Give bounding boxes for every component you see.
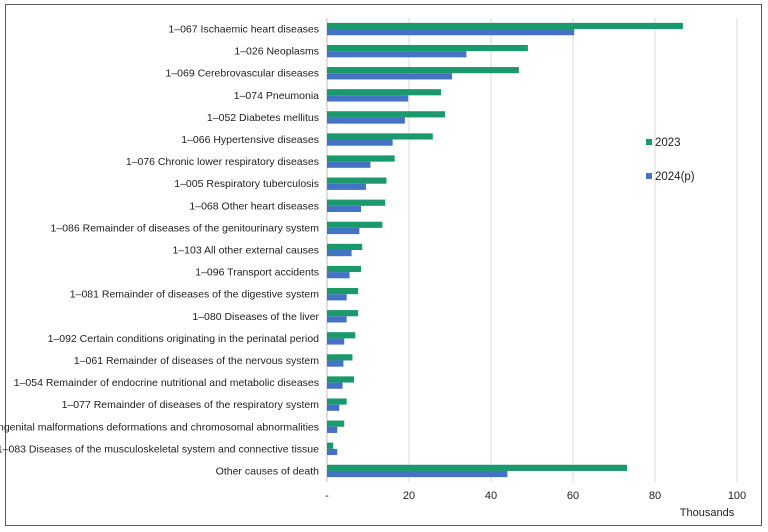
- bar-2024(p)-14: [327, 338, 345, 345]
- bar-2023-11: [327, 265, 362, 273]
- bar-2023-16: [327, 376, 355, 383]
- bar-2023-8: [327, 199, 386, 206]
- x-tick-labels: - 20 40 60 80 100: [325, 490, 746, 502]
- bar-2023-13: [327, 310, 359, 317]
- category-label-0: 1–067 Ischaemic heart diseases: [168, 24, 319, 36]
- bar-2024(p)-7: [327, 183, 366, 190]
- bar-2023-3: [327, 89, 441, 96]
- category-label-2: 1–069 Cerebrovascular diseases: [165, 68, 319, 80]
- category-label-6: 1–076 Chronic lower respiratory diseases: [126, 156, 319, 168]
- bar-2023-15: [327, 354, 353, 361]
- bar-2023-5: [327, 133, 433, 140]
- bar-2023-18: [327, 420, 345, 427]
- category-label-17: 1–077 Remainder of diseases of the respi…: [62, 399, 320, 411]
- category-label-18: 1–093 Congenital malformations deformati…: [0, 421, 319, 433]
- bar-2024(p)-9: [327, 227, 360, 235]
- category-label-14: 1–092 Certain conditions originating in …: [48, 333, 320, 345]
- bar-2024(p)-18: [327, 426, 338, 433]
- category-label-9: 1–086 Remainder of diseases of the genit…: [51, 222, 320, 234]
- bar-2024(p)-11: [327, 272, 350, 279]
- bars: [327, 22, 683, 478]
- bar-2024(p)-17: [327, 404, 340, 411]
- category-label-15: 1–061 Remainder of diseases of the nervo…: [74, 355, 319, 367]
- category-label-13: 1–080 Diseases of the liver: [192, 311, 319, 323]
- bar-2023-9: [327, 221, 383, 228]
- bar-2024(p)-15: [327, 360, 344, 367]
- x-tick-label-40: 40: [485, 490, 497, 502]
- legend-label-2024(p): 2024(p): [655, 171, 695, 183]
- category-label-7: 1–005 Respiratory tuberculosis: [174, 178, 319, 190]
- x-tick-label-100: 100: [728, 490, 746, 502]
- category-label-8: 1–068 Other heart diseases: [189, 200, 319, 212]
- x-tick-label-80: 80: [649, 490, 661, 502]
- category-label-12: 1–081 Remainder of diseases of the diges…: [70, 289, 319, 301]
- bar-2024(p)-19: [327, 448, 338, 456]
- category-labels: 1–067 Ischaemic heart diseases 1–026 Neop…: [0, 24, 320, 478]
- bar-2023-0: [327, 22, 683, 30]
- bar-2024(p)-10: [327, 250, 352, 257]
- bar-2024(p)-3: [327, 95, 409, 102]
- category-label-16: 1–054 Remainder of endocrine nutritional…: [14, 377, 319, 389]
- bar-2024(p)-6: [327, 161, 371, 168]
- legend: 2023 2024(p): [646, 137, 695, 183]
- gridlines: [326, 18, 738, 482]
- bar-2023-6: [327, 155, 395, 162]
- category-label-20: Other causes of death: [216, 465, 319, 477]
- bar-2024(p)-8: [327, 205, 362, 213]
- category-label-3: 1–074 Pneumonia: [234, 90, 319, 102]
- bar-2023-17: [327, 398, 347, 405]
- bar-2023-2: [327, 67, 519, 74]
- bar-2023-10: [327, 243, 363, 250]
- category-label-4: 1–052 Diabetes mellitus: [207, 112, 319, 124]
- category-label-11: 1–096 Transport accidents: [195, 267, 319, 279]
- legend-label-2023: 2023: [655, 137, 681, 149]
- bar-2023-4: [327, 111, 446, 118]
- x-tick-label-20: 20: [403, 490, 415, 502]
- x-axis-label: Thousands: [680, 507, 735, 519]
- category-label-1: 1–026 Neoplasms: [234, 46, 319, 58]
- bar-2024(p)-12: [327, 294, 347, 301]
- bar-2024(p)-13: [327, 316, 347, 323]
- bar-2024(p)-2: [327, 73, 453, 80]
- bar-2024(p)-0: [327, 29, 575, 36]
- bar-2024(p)-1: [327, 51, 467, 58]
- x-tick-label-0: -: [325, 490, 329, 502]
- bar-2024(p)-16: [327, 382, 343, 389]
- bar-2024(p)-20: [327, 470, 508, 478]
- legend-swatch-2023: [646, 139, 652, 145]
- bar-2023-7: [327, 177, 387, 184]
- chart-frame: [5, 4, 762, 526]
- category-label-5: 1–066 Hypertensive diseases: [181, 134, 319, 146]
- category-label-19: 1–083 Diseases of the musculoskeletal sy…: [0, 443, 319, 455]
- bar-2024(p)-4: [327, 117, 405, 124]
- bar-2023-19: [327, 442, 334, 449]
- bar-2023-20: [327, 464, 628, 471]
- bar-2024(p)-5: [327, 139, 393, 146]
- category-label-10: 1–103 All other external causes: [172, 245, 319, 257]
- legend-swatch-2024(p): [646, 173, 652, 179]
- x-tick-label-60: 60: [567, 490, 579, 502]
- bar-2023-14: [327, 332, 356, 339]
- bar-2023-12: [327, 287, 359, 295]
- bar-2023-1: [327, 44, 528, 52]
